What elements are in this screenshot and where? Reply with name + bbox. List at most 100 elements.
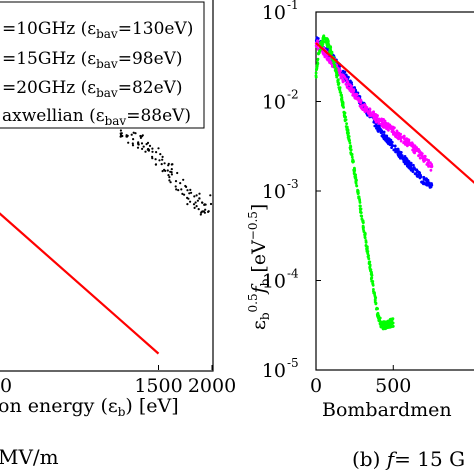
right-x-tick-label: 500 — [375, 375, 411, 397]
left-data-point — [204, 203, 207, 206]
right-data-point — [387, 139, 391, 143]
right-data-point — [363, 103, 366, 106]
right-data-point — [366, 252, 370, 255]
right-data-point — [340, 96, 344, 99]
left-data-point — [195, 194, 198, 197]
right-data-point — [376, 114, 379, 118]
left-x-axis-label: on energy (εb) [eV] — [0, 395, 179, 419]
right-y-tick-exponent: -3 — [287, 177, 299, 191]
right-data-point — [338, 69, 342, 73]
right-data-point — [384, 121, 388, 125]
right-data-point — [370, 274, 374, 277]
right-data-point — [363, 233, 367, 237]
left-data-point — [148, 144, 152, 147]
left-data-point — [142, 145, 145, 148]
right-data-point — [322, 37, 326, 41]
left-data-point — [174, 185, 177, 188]
right-data-point — [351, 159, 355, 162]
right-data-point — [403, 162, 407, 166]
right-data-point — [415, 174, 419, 178]
left-data-point — [190, 191, 193, 194]
right-data-point — [333, 64, 337, 68]
right-data-point — [404, 139, 408, 143]
right-data-point — [388, 123, 392, 127]
right-data-point — [323, 55, 327, 59]
left-data-point — [201, 201, 204, 204]
right-data-point — [396, 148, 400, 151]
left-data-point — [195, 205, 198, 208]
left-data-point — [144, 150, 147, 153]
right-data-point — [425, 158, 429, 161]
right-data-point — [429, 168, 433, 172]
left-data-point — [166, 169, 169, 172]
right-data-point — [347, 139, 351, 143]
right-data-point — [404, 143, 407, 146]
right-data-point — [326, 39, 330, 43]
right-data-point — [370, 279, 374, 283]
right-data-point — [337, 83, 340, 86]
right-data-point — [316, 37, 320, 40]
right-data-point — [355, 184, 358, 188]
right-data-point — [314, 71, 318, 75]
right-data-point — [349, 148, 353, 152]
right-data-point — [413, 172, 417, 176]
right-data-point — [369, 270, 373, 274]
right-data-point — [340, 76, 343, 80]
right-data-point — [382, 122, 386, 126]
left-data-point — [161, 155, 164, 158]
right-data-point — [365, 247, 368, 251]
right-data-point — [335, 73, 338, 77]
right-data-point — [400, 154, 404, 157]
right-data-point — [361, 221, 365, 225]
right-data-point — [359, 101, 363, 105]
left-data-point — [151, 147, 154, 150]
right-data-point — [341, 73, 345, 77]
right-data-point — [393, 126, 396, 130]
right-data-point — [354, 179, 358, 182]
left-data-point — [161, 158, 164, 161]
left-data-point — [188, 192, 191, 195]
left-data-point — [197, 208, 200, 211]
right-data-point — [411, 145, 415, 149]
legend-box — [0, 1, 205, 129]
left-data-point — [140, 142, 144, 145]
left-data-point — [161, 170, 164, 173]
left-x-ticks: 1500 2000 0 — [0, 365, 236, 397]
right-x-axis-label: Bombardmen — [322, 399, 452, 421]
left-data-point — [121, 134, 124, 138]
right-data-point — [393, 144, 397, 148]
right-data-point — [358, 204, 362, 208]
right-data-point — [363, 235, 367, 239]
right-data-point — [357, 196, 361, 200]
right-data-point — [345, 129, 349, 132]
right-data-point — [385, 136, 389, 140]
left-data-point — [207, 210, 210, 213]
right-data-point — [423, 154, 427, 158]
left-data-point — [157, 147, 160, 150]
right-data-point — [430, 165, 434, 169]
right-data-point — [351, 93, 355, 97]
right-data-point — [321, 42, 325, 46]
right-data-point — [382, 320, 385, 324]
right-data-point — [377, 119, 381, 123]
left-data-point — [141, 147, 144, 150]
right-data-point — [402, 134, 406, 138]
right-data-point — [358, 207, 362, 211]
left-x-tick-label: 2000 — [188, 375, 236, 397]
right-data-point — [375, 307, 378, 311]
left-data-point — [192, 203, 196, 206]
left-data-point — [167, 164, 170, 167]
right-data-point — [364, 241, 368, 244]
right-data-point — [412, 163, 415, 167]
legend-entry-2: =15GHz (εbav=98eV) — [2, 49, 183, 71]
right-data-point — [407, 139, 411, 143]
left-data-point — [199, 213, 202, 216]
right-data-point — [426, 163, 430, 166]
left-data-point — [158, 159, 161, 162]
right-data-point — [363, 110, 367, 113]
left-scatter-points — [119, 129, 213, 216]
right-data-point — [354, 182, 358, 185]
right-data-point — [367, 257, 371, 261]
right-y-tick-label: 10 — [262, 360, 286, 382]
right-data-point — [373, 298, 377, 302]
